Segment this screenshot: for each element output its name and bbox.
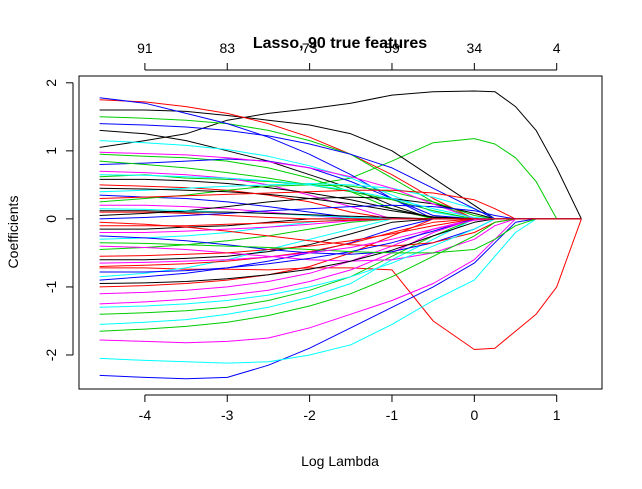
series-layer bbox=[99, 90, 582, 380]
axis-layer: -4 -3 -2 -1 0 1 91 83 73 59 34 4 -2 -1 0 1 2 bbox=[43, 40, 561, 423]
coefficient-path-4 bbox=[99, 218, 582, 380]
top-tick-label: 73 bbox=[302, 40, 318, 56]
top-tick-label: 91 bbox=[137, 40, 153, 56]
top-tick-label: 83 bbox=[219, 40, 235, 56]
top-tick-label: 4 bbox=[553, 40, 561, 56]
y-tick-label: 2 bbox=[43, 79, 59, 87]
coefficient-path-56 bbox=[99, 218, 582, 227]
y-tick-label: 0 bbox=[43, 215, 59, 223]
coefficient-path-51 bbox=[99, 218, 582, 254]
coefficient-path-5 bbox=[99, 218, 582, 364]
x-tick-label: -4 bbox=[139, 407, 152, 423]
x-axis-title: Log Lambda bbox=[301, 453, 379, 469]
y-tick-label: -2 bbox=[43, 349, 59, 362]
plot-frame bbox=[78, 75, 603, 390]
x-tick-label: 1 bbox=[553, 407, 561, 423]
x-tick-label: -3 bbox=[221, 407, 234, 423]
x-tick-label: 0 bbox=[470, 407, 478, 423]
coefficient-path-3 bbox=[99, 138, 582, 220]
chart-title: Lasso, 90 true features bbox=[253, 35, 427, 52]
coefficient-path-1 bbox=[99, 90, 582, 220]
top-tick-label: 59 bbox=[384, 40, 400, 56]
y-tick-label: -1 bbox=[43, 280, 59, 293]
top-tick-label: 34 bbox=[467, 40, 483, 56]
x-tick-label: -1 bbox=[386, 407, 399, 423]
x-tick-label: -2 bbox=[303, 407, 316, 423]
y-tick-label: 1 bbox=[43, 147, 59, 155]
y-axis-title: Coefficients bbox=[5, 196, 21, 269]
